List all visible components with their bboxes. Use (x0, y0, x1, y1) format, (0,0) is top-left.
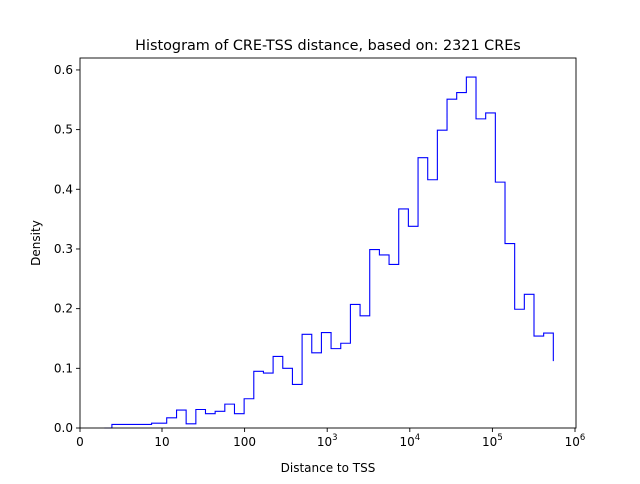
x-tick-label: 105 (482, 433, 503, 449)
plot-frame (79, 57, 577, 429)
y-tick-label: 0.6 (54, 63, 73, 77)
y-tick-label: 0.4 (54, 182, 73, 196)
y-tick-label: 0.3 (54, 242, 73, 256)
histogram-step-line (104, 76, 554, 429)
x-axis-label: Distance to TSS (281, 461, 376, 475)
y-tick-label: 0.5 (54, 123, 73, 137)
y-axis-label: Density (29, 220, 43, 266)
x-tick-label: 100 (233, 435, 256, 449)
x-tick-label: 0 (76, 435, 84, 449)
y-tick-label: 0.0 (54, 421, 73, 435)
y-tick-label: 0.2 (54, 302, 73, 316)
y-tick-label: 0.1 (54, 361, 73, 375)
x-tick-label: 10 (154, 435, 169, 449)
x-tick-label: 104 (399, 433, 420, 449)
x-tick-label: 103 (317, 433, 338, 449)
x-tick-label: 106 (565, 433, 586, 449)
chart-title: Histogram of CRE-TSS distance, based on:… (135, 38, 521, 54)
